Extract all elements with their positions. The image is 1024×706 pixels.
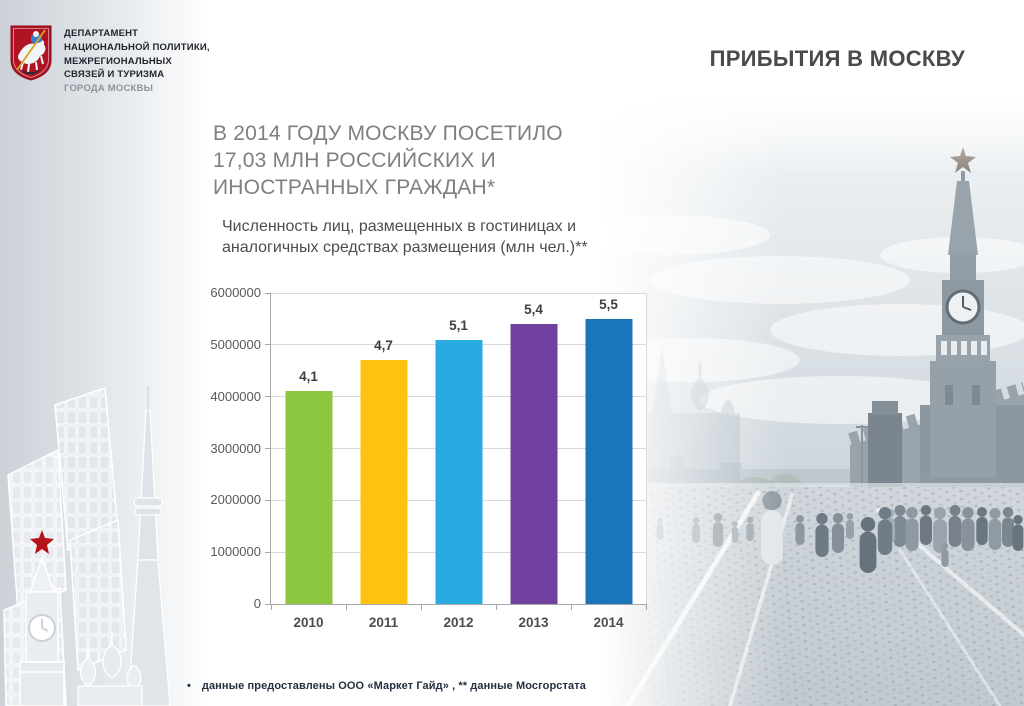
person-figure [1002, 507, 1014, 547]
person-figure [893, 505, 907, 547]
footnote: • данные предоставлены ООО «Маркет Гайд»… [187, 679, 586, 693]
heading-line: ИНОСТРАННЫХ ГРАЖДАН* [213, 176, 496, 199]
x-axis-tick [645, 604, 647, 610]
x-axis-tick [420, 604, 422, 610]
person-figure [859, 517, 877, 573]
bar-value-label: 5,4 [524, 302, 543, 318]
x-axis-line [271, 603, 646, 605]
ostankino-tower-sketch [127, 386, 171, 706]
bar-value-label: 4,1 [299, 369, 318, 385]
moscow-skyline-sketch [3, 386, 171, 706]
bar-columns: 4,1 2010 4,7 2011 5,1 2012 5,4 2013 5,5 2014 [271, 293, 646, 630]
photo-top-fade [600, 95, 1024, 175]
y-axis-label: 0 [253, 596, 261, 611]
bar-2013 [510, 324, 557, 604]
x-axis-label: 2013 [518, 615, 549, 630]
bar-column-2012: 5,1 2012 [421, 293, 496, 630]
bar-value-label: 4,7 [374, 338, 393, 354]
person-figure [988, 508, 1002, 550]
y-axis-tick [265, 448, 271, 449]
bar-column-2013: 5,4 2013 [496, 293, 571, 630]
footnote-bullet: • [187, 680, 191, 692]
plot-area: 0 1000000 2000000 3000000 4000000 5000000 6000… [210, 285, 647, 630]
person-figure [795, 515, 805, 545]
spasskaya-tower [924, 147, 1002, 497]
red-star-icon [30, 530, 54, 554]
chart-title: Численность лиц, размещенных в гостиница… [222, 216, 588, 258]
horizon-line [600, 483, 1024, 489]
y-axis-label: 3000000 [210, 440, 261, 456]
y-axis-tick [265, 396, 271, 398]
y-axis-label: 5000000 [210, 336, 261, 352]
person-figure [920, 505, 932, 545]
person-figure [961, 507, 975, 551]
department-name-line: МЕЖРЕГИОНАЛЬНЫХ [64, 55, 172, 67]
bar-column-2014: 5,5 2014 [571, 293, 646, 630]
y-axis-label: 2000000 [210, 492, 261, 508]
bar-2012 [435, 339, 482, 604]
gridline [271, 292, 646, 294]
bar-2014 [585, 318, 632, 604]
bar-2010 [285, 391, 332, 604]
person-figure [877, 507, 893, 555]
department-name: ДЕПАРТАМЕНТ НАЦИОНАЛЬНОЙ ПОЛИТИКИ, МЕЖРЕ… [64, 24, 210, 96]
x-axis-tick [495, 604, 497, 610]
person-figure [815, 513, 829, 557]
bar-value-label: 5,5 [599, 296, 618, 312]
y-axis-tick [265, 551, 271, 553]
st-basil-domes-sketch [77, 632, 143, 706]
x-axis-tick [570, 604, 572, 610]
person-figure [976, 507, 988, 545]
x-axis-label: 2014 [593, 615, 624, 630]
department-name-line: СВЯЗЕЙ И ТУРИЗМА [64, 69, 165, 81]
y-axis-tick [265, 603, 271, 605]
x-axis-label: 2011 [368, 615, 399, 630]
y-axis-label: 6000000 [210, 285, 261, 300]
y-axis-label: 4000000 [210, 388, 261, 404]
slide-title: ПРИБЫТИЯ В МОСКВУ [709, 46, 965, 71]
y-axis-tick [265, 344, 271, 346]
chart-title-line: Численность лиц, размещенных в гостиница… [222, 218, 577, 235]
footnote-text: данные предоставлены ООО «Маркет Гайд» ,… [201, 680, 586, 692]
person-figure [832, 513, 844, 553]
bar-column-2011: 4,7 2011 [346, 293, 421, 630]
x-axis-label: 2010 [293, 615, 324, 630]
department-logo: ДЕПАРТАМЕНТ НАЦИОНАЛЬНОЙ ПОЛИТИКИ, МЕЖРЕ… [9, 24, 210, 96]
y-axis-label: 1000000 [210, 544, 261, 560]
person-figure [846, 513, 854, 539]
x-axis-label: 2012 [443, 615, 474, 630]
slide-heading: В 2014 ГОДУ МОСКВУ ПОСЕТИЛО 17,03 МЛН РО… [213, 120, 563, 201]
department-city-line: ГОРОДА МОСКВЫ [64, 83, 154, 95]
bar-column-2010: 4,1 2010 [271, 293, 346, 630]
department-name-line: НАЦИОНАЛЬНОЙ ПОЛИТИКИ, [64, 41, 210, 53]
bar-2011 [360, 360, 407, 604]
person-figure [1012, 515, 1024, 551]
bar-chart: 0 1000000 2000000 3000000 4000000 5000000 6000… [185, 285, 655, 638]
heading-line: 17,03 МЛН РОССИЙСКИХ И [213, 149, 496, 172]
bar-value-label: 5,1 [449, 317, 468, 333]
y-axis-tick [265, 499, 271, 501]
y-axis-tick [265, 292, 271, 294]
x-axis-tick [345, 604, 347, 610]
chart-title-line: аналогичных средствах размещения (млн че… [222, 239, 588, 256]
department-name-line: ДЕПАРТАМЕНТ [64, 28, 139, 39]
kremlin-tower-sketch [19, 530, 65, 706]
heading-line: В 2014 ГОДУ МОСКВУ ПОСЕТИЛО [213, 122, 563, 145]
person-figure [941, 543, 949, 567]
person-figure [905, 507, 919, 551]
moscow-coat-of-arms-icon [10, 25, 52, 81]
x-axis-tick [270, 604, 272, 610]
person-figure [948, 505, 962, 547]
